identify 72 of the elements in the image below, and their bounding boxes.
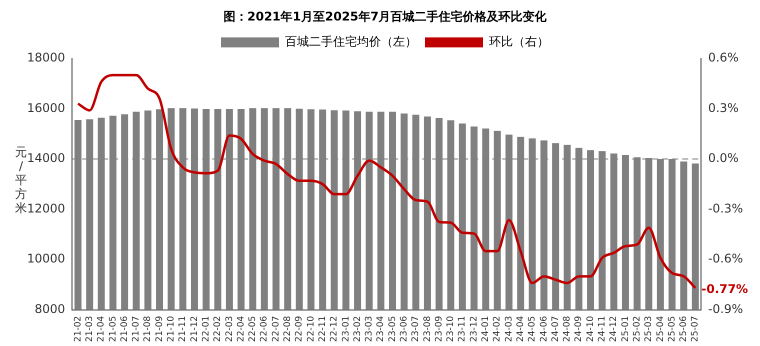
x-tick-label: 23-12 bbox=[469, 316, 480, 342]
x-tick-label: 22-07 bbox=[271, 316, 282, 342]
x-tick-label: 24-11 bbox=[598, 316, 608, 342]
y2-tick-label: -0.9% bbox=[708, 302, 744, 316]
y-tick-label: 10000 bbox=[26, 252, 66, 266]
x-tick-label: 24-05 bbox=[528, 316, 538, 342]
y-axis-title: 元/平方米 bbox=[14, 145, 28, 215]
x-tick-label: 25-01 bbox=[620, 316, 631, 342]
x-tick-label: 25-05 bbox=[667, 316, 678, 342]
x-tick-label: 21-09 bbox=[154, 316, 165, 342]
line-series bbox=[76, 74, 697, 290]
x-tick-label: 23-10 bbox=[446, 316, 456, 342]
y2-tick-label: -0.6% bbox=[708, 252, 744, 266]
y-tick-label: 14000 bbox=[26, 151, 66, 166]
data-label: -0.77% bbox=[701, 282, 748, 296]
x-tick-label: 21-04 bbox=[96, 316, 107, 342]
x-tick-label: 24-02 bbox=[492, 316, 503, 342]
x-tick-label: 23-06 bbox=[399, 316, 410, 342]
x-tick-label: 23-04 bbox=[376, 316, 386, 342]
x-tick-label: 21-03 bbox=[84, 316, 95, 342]
x-tick-label: 22-09 bbox=[294, 316, 305, 342]
x-tick-label: 24-10 bbox=[586, 316, 596, 342]
x-tick-label: 22-08 bbox=[283, 316, 294, 342]
x-tick-label: 23-08 bbox=[422, 316, 433, 342]
x-tick-label: 24-03 bbox=[504, 316, 514, 342]
x-tick-label: 24-07 bbox=[550, 316, 561, 342]
x-tick-label: 21-11 bbox=[178, 316, 188, 342]
x-tick-label: 24-12 bbox=[609, 316, 620, 342]
x-tick-label: 23-09 bbox=[434, 316, 444, 342]
legend-label: 环比（右） bbox=[489, 34, 549, 49]
x-tick-label: 21-02 bbox=[73, 316, 84, 342]
x-tick-label: 24-08 bbox=[562, 316, 573, 342]
x-tick-label: 22-06 bbox=[260, 316, 270, 342]
x-tick-label: 23-05 bbox=[388, 316, 398, 342]
x-tick-label: 24-01 bbox=[481, 316, 492, 342]
x-tick-label: 21-05 bbox=[108, 316, 118, 342]
x-tick-label: 24-04 bbox=[516, 316, 526, 342]
y2-tick-label: -0.3% bbox=[708, 201, 744, 216]
x-tick-label: 21-12 bbox=[190, 316, 200, 342]
y2-tick-label: 0.6% bbox=[708, 50, 739, 65]
y2-tick-label: 0.3% bbox=[708, 100, 739, 115]
x-tick-label: 22-10 bbox=[306, 316, 316, 342]
x-tick-label: 22-02 bbox=[213, 316, 224, 342]
x-tick-label: 24-06 bbox=[539, 316, 550, 342]
x-tick-label: 25-07 bbox=[690, 316, 701, 342]
x-tick-label: 21-10 bbox=[166, 316, 177, 342]
y-tick-label: 16000 bbox=[26, 100, 66, 115]
x-tick-label: 23-01 bbox=[341, 316, 352, 342]
y-tick-label: 12000 bbox=[26, 201, 66, 216]
x-tick-label: 21-08 bbox=[143, 316, 154, 342]
x-tick-label: 25-02 bbox=[632, 316, 642, 342]
x-tick-label: 22-12 bbox=[330, 316, 340, 342]
legend-label: 百城二手住宅均价（左） bbox=[285, 34, 417, 49]
x-tick-label: 22-04 bbox=[236, 316, 246, 342]
x-tick-label: 23-02 bbox=[352, 316, 363, 342]
x-tick-label: 25-04 bbox=[656, 316, 666, 342]
x-tick-label: 23-07 bbox=[411, 316, 422, 342]
x-tick-label: 22-11 bbox=[318, 316, 328, 342]
y2-tick-label: 0.0% bbox=[708, 151, 739, 166]
x-tick-label: 23-11 bbox=[458, 316, 468, 342]
x-tick-label: 22-03 bbox=[224, 316, 235, 342]
x-tick-label: 23-03 bbox=[364, 316, 375, 342]
y-tick-label: 18000 bbox=[26, 50, 66, 65]
x-tick-label: 24-09 bbox=[574, 316, 584, 342]
x-tick-label: 21-07 bbox=[132, 316, 142, 342]
x-tick-label: 22-01 bbox=[201, 316, 212, 342]
x-tick-label: 25-06 bbox=[679, 316, 690, 342]
x-tick-label: 21-06 bbox=[120, 316, 130, 342]
chart-title: 图：2021年1月至2025年7月百城二手住宅价格及环比变化 bbox=[223, 9, 548, 24]
x-tick-label: 22-05 bbox=[248, 316, 258, 342]
x-tick-label: 25-03 bbox=[644, 316, 654, 342]
y-tick-label: 8000 bbox=[34, 302, 66, 316]
